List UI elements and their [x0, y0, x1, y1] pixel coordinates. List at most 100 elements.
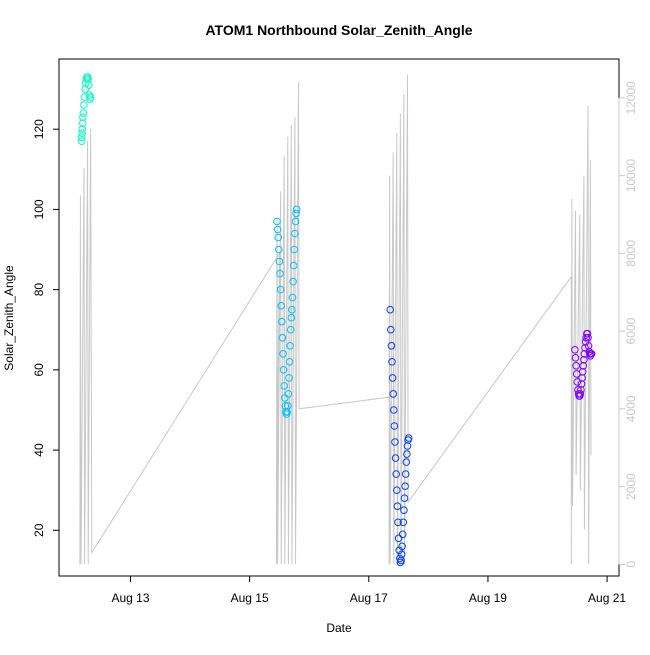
data-point-s1-27 — [289, 277, 297, 286]
data-point-s3-9 — [576, 390, 585, 398]
y-tick-label-2: 60 — [32, 363, 46, 377]
data-point-s3-22 — [584, 334, 592, 342]
data-point-s1-31 — [291, 217, 300, 226]
data-point-s2-4 — [388, 374, 397, 382]
y2-tick-label-1: 2000 — [624, 473, 638, 500]
data-point-s1-11 — [279, 366, 288, 374]
data-point-s2-19 — [397, 550, 406, 559]
data-point-s2-27 — [402, 458, 411, 466]
data-point-s3-17 — [581, 344, 589, 352]
data-point-s1-7 — [277, 301, 286, 310]
data-point-s2-0 — [386, 305, 395, 314]
x-tick-label-4: Aug 21 — [588, 591, 626, 605]
data-point-s0-1 — [77, 133, 86, 141]
data-point-s1-10 — [279, 350, 287, 358]
data-point-s1-22 — [286, 342, 294, 350]
data-point-s1-28 — [289, 261, 298, 270]
data-point-s2-1 — [387, 325, 395, 334]
secondary-series-line — [79, 74, 592, 565]
data-point-s3-14 — [579, 362, 588, 370]
data-point-s2-3 — [388, 358, 396, 366]
data-point-s2-5 — [389, 390, 398, 398]
y2-tick-label-2: 4000 — [624, 395, 638, 422]
data-point-s2-29 — [403, 442, 412, 450]
data-point-s2-2 — [387, 342, 396, 350]
data-point-s0-14 — [84, 75, 92, 83]
data-point-s0-3 — [78, 125, 86, 133]
x-tick-label-3: Aug 19 — [469, 591, 507, 605]
data-point-s3-21 — [583, 329, 592, 338]
y2-tick-label-6: 12000 — [624, 81, 638, 115]
data-point-s0-7 — [80, 101, 88, 109]
data-point-s2-10 — [392, 470, 401, 478]
data-point-s3-13 — [578, 368, 587, 376]
data-point-s2-26 — [401, 470, 410, 478]
y2-tick-label-4: 8000 — [624, 240, 638, 267]
x-axis-label: Date — [326, 621, 352, 635]
data-point-s1-4 — [275, 257, 284, 266]
data-points-layer — [77, 73, 596, 567]
data-point-s3-1 — [571, 354, 580, 362]
x-tick-label-1: Aug 15 — [231, 591, 269, 605]
data-point-s2-20 — [398, 542, 406, 551]
data-point-s1-8 — [278, 317, 286, 326]
data-point-s0-18 — [86, 93, 95, 101]
y-axis-label: Solar_Zenith_Angle — [2, 265, 16, 371]
y2-tick-label-3: 6000 — [624, 317, 638, 344]
chart-title: ATOM1 Northbound Solar_Zenith_Angle — [205, 22, 472, 38]
data-point-s2-28 — [403, 450, 411, 458]
data-point-s3-28 — [587, 350, 596, 358]
data-point-s2-6 — [390, 406, 398, 414]
data-point-s1-30 — [291, 229, 299, 238]
data-point-s1-26 — [288, 293, 297, 302]
data-point-s1-29 — [290, 245, 299, 254]
data-point-s1-18 — [284, 402, 292, 410]
axes-layer: Aug 13 Aug 15 Aug 17 Aug 19 Aug 21 20 40 60 80 10… — [32, 81, 638, 605]
data-point-s0-0 — [77, 137, 86, 145]
data-point-s0-4 — [79, 119, 87, 127]
data-point-s3-2 — [572, 362, 580, 370]
data-point-s2-24 — [400, 494, 409, 503]
y2-tick-label-5: 10000 — [624, 159, 638, 193]
data-point-s2-11 — [393, 486, 401, 495]
data-point-s2-21 — [398, 530, 407, 539]
data-point-s1-23 — [286, 325, 295, 334]
data-point-s2-7 — [390, 422, 399, 430]
data-point-s3-10 — [577, 386, 585, 394]
data-point-s1-2 — [274, 233, 283, 242]
data-point-s1-3 — [275, 245, 283, 254]
data-point-s3-0 — [571, 346, 579, 354]
data-point-s0-16 — [85, 91, 94, 99]
data-point-s0-8 — [80, 93, 89, 101]
data-point-s1-1 — [273, 225, 282, 234]
data-point-s0-2 — [78, 129, 86, 137]
data-point-s0-5 — [79, 113, 87, 121]
data-point-s3-11 — [577, 380, 586, 388]
data-point-s1-24 — [287, 313, 296, 322]
data-point-s1-6 — [276, 285, 285, 294]
x-tick-label-0: Aug 13 — [111, 591, 149, 605]
data-point-s2-14 — [394, 534, 403, 543]
data-point-s2-23 — [400, 506, 408, 515]
data-point-s2-22 — [399, 518, 408, 527]
secondary-series-layer — [79, 74, 592, 565]
data-point-s1-9 — [278, 334, 287, 342]
data-point-s1-32 — [292, 209, 300, 218]
data-point-s1-19 — [284, 390, 293, 398]
data-point-s2-8 — [391, 438, 399, 446]
y-tick-label-4: 100 — [32, 199, 46, 219]
data-point-s1-5 — [276, 269, 284, 278]
data-point-s2-13 — [394, 518, 402, 527]
data-point-s1-25 — [288, 305, 296, 314]
y-tick-label-0: 20 — [32, 523, 46, 537]
y-tick-label-5: 120 — [32, 119, 46, 139]
data-point-s2-16 — [396, 554, 404, 563]
data-point-s2-12 — [393, 502, 402, 511]
data-point-s1-33 — [292, 205, 301, 214]
y2-tick-label-0: 0 — [624, 561, 638, 568]
data-point-s2-31 — [404, 434, 413, 442]
data-point-s0-6 — [79, 109, 88, 117]
data-point-s2-25 — [401, 482, 409, 491]
